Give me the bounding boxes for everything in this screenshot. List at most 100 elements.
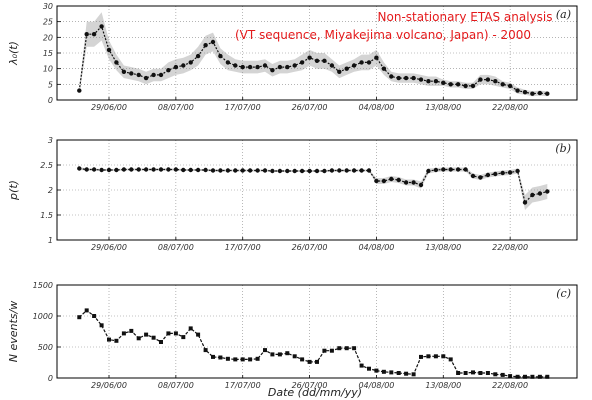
data-point <box>433 354 438 359</box>
data-point <box>485 371 490 375</box>
data-point <box>344 66 349 71</box>
data-point <box>470 83 476 89</box>
data-point <box>359 168 364 173</box>
data-point <box>374 368 379 373</box>
x-tick-label: 22/08/00 <box>492 103 528 112</box>
data-point <box>396 371 401 375</box>
data-point <box>166 167 171 172</box>
y-tick-label: 1500 <box>33 281 53 290</box>
data-point <box>91 32 97 37</box>
data-point <box>195 53 201 59</box>
data-point <box>225 60 231 65</box>
data-point <box>381 178 387 184</box>
y-tick-label: 30 <box>43 2 53 11</box>
data-point <box>233 63 238 68</box>
data-point <box>92 314 97 318</box>
data-point <box>247 64 253 70</box>
x-tick-label: 13/08/00 <box>425 381 461 390</box>
data-point <box>337 168 342 173</box>
data-point <box>441 167 446 172</box>
data-point <box>515 168 520 174</box>
data-point <box>433 167 439 173</box>
data-point <box>389 370 394 375</box>
data-point <box>255 168 260 173</box>
data-point <box>173 331 178 336</box>
data-point <box>143 75 149 81</box>
series-line <box>78 25 548 95</box>
data-point <box>352 346 357 351</box>
data-point <box>426 354 431 359</box>
panel-c: 0 500 1000 1500 29/06/00 08/07/00 17/07/00 26/0… <box>7 281 578 390</box>
data-point <box>285 351 290 356</box>
data-point <box>485 77 491 82</box>
data-point <box>262 63 268 68</box>
data-point <box>270 352 275 357</box>
data-point <box>322 348 327 353</box>
data-point <box>307 168 312 174</box>
data-point <box>181 167 186 173</box>
data-point <box>292 63 297 68</box>
data-point <box>121 167 127 172</box>
data-point <box>233 357 238 362</box>
data-point <box>225 356 230 361</box>
data-point <box>114 338 119 343</box>
data-point <box>218 355 223 360</box>
data-point <box>433 79 439 84</box>
data-point <box>263 348 267 353</box>
axes-frame <box>56 284 578 379</box>
data-point <box>240 168 245 173</box>
y-tick-label: 2 <box>48 186 53 195</box>
panel-b: 1 1.5 2 2.5 3 29/06/00 08/07/00 17/07/00 26/07/0… <box>7 136 578 252</box>
confidence-band <box>79 167 548 210</box>
data-point <box>396 177 401 183</box>
data-point <box>344 168 349 173</box>
data-point <box>322 58 327 63</box>
data-point <box>77 315 82 320</box>
y-axis-label: N events/w <box>7 301 20 363</box>
data-point <box>91 167 97 172</box>
data-point <box>277 64 283 70</box>
data-point <box>203 348 208 353</box>
y-tick-label: 15 <box>43 49 53 58</box>
data-point <box>173 167 179 172</box>
x-tick-label: 17/07/00 <box>225 243 261 252</box>
x-tick-label: 08/07/00 <box>158 243 194 252</box>
x-tick-label: 08/07/00 <box>158 381 194 390</box>
data-point <box>448 82 453 87</box>
data-point <box>522 90 528 95</box>
data-point <box>448 167 453 172</box>
y-tick-label: 20 <box>43 33 53 42</box>
data-point <box>403 75 409 81</box>
x-tick-label: 04/08/00 <box>358 243 394 252</box>
data-point <box>315 359 319 364</box>
data-point <box>463 83 468 89</box>
data-point <box>218 168 223 173</box>
data-point <box>107 337 111 342</box>
data-point <box>344 346 349 351</box>
data-point <box>114 60 119 65</box>
data-point <box>181 335 186 340</box>
data-point <box>307 55 312 60</box>
data-point <box>537 90 543 96</box>
data-point <box>367 366 371 371</box>
y-tick-label: 25 <box>43 18 53 27</box>
panel-label: (a) <box>556 8 571 21</box>
data-point <box>292 354 297 359</box>
data-point <box>248 357 253 362</box>
data-point <box>99 167 104 173</box>
y-tick-label: 0 <box>48 96 53 105</box>
data-point <box>522 200 528 205</box>
data-point <box>493 372 498 377</box>
data-point <box>292 168 297 174</box>
data-point <box>77 166 82 171</box>
data-point <box>411 180 416 185</box>
data-point <box>166 68 171 73</box>
data-point <box>500 372 505 377</box>
data-point <box>381 66 387 71</box>
data-point <box>470 173 476 179</box>
data-point <box>329 348 334 353</box>
data-point <box>411 372 416 377</box>
data-point <box>359 363 364 368</box>
data-point <box>84 308 89 313</box>
